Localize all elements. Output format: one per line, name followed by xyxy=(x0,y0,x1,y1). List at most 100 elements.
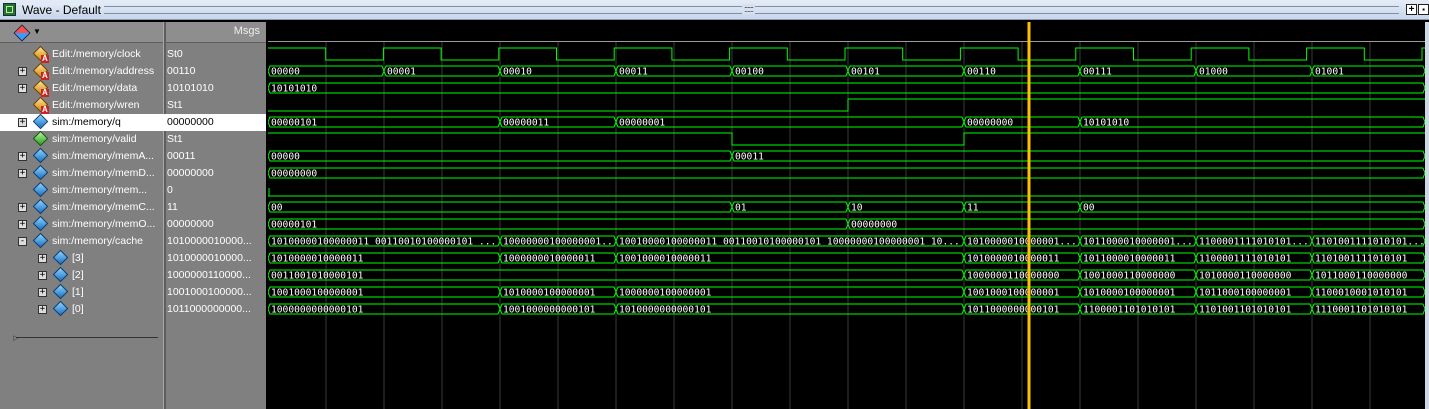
undock-button[interactable]: ▪ xyxy=(1418,4,1429,15)
cache0-value-label: 1101001101010101 xyxy=(1199,305,1292,316)
expand-icon[interactable]: + xyxy=(18,219,27,229)
signal-type-icon xyxy=(32,113,49,130)
signal-name: [3] xyxy=(72,252,84,264)
cache-value-label: 1101001111010101... xyxy=(1315,237,1425,248)
signal-row[interactable]: A Edit:/memory/clock St0 xyxy=(0,45,266,63)
address-value-label: 00001 xyxy=(387,67,416,78)
signal-name: Edit:/memory/clock xyxy=(52,48,141,60)
memD-value-label: 00000000 xyxy=(271,169,317,180)
signal-row[interactable]: + sim:/memory/memD... 00000000 xyxy=(0,164,266,182)
address-value-label: 00110 xyxy=(967,67,996,78)
memC-value-label: 10 xyxy=(851,203,863,214)
cache-value-label: 1011000010000001... xyxy=(1083,237,1193,248)
signal-value: St0 xyxy=(167,48,183,60)
signal-row[interactable]: sim:/memory/mem... 0 xyxy=(0,181,266,199)
expand-icon[interactable]: + xyxy=(38,287,47,297)
signal-row[interactable]: + A Edit:/memory/address 00110 xyxy=(0,62,266,80)
right-scroll-edge[interactable] xyxy=(1425,22,1429,409)
q-value-label: 00000101 xyxy=(271,118,317,129)
title-grip-dots: :::::: xyxy=(742,4,756,14)
waveform-canvas[interactable]: 00000 00001 00010 00011 00100 00101 00110 00111… xyxy=(268,22,1429,409)
analog-badge-icon: A xyxy=(41,54,49,63)
signal-pane-header: ▼ Msgs xyxy=(0,22,266,43)
bus-segment xyxy=(731,150,1426,162)
dropdown-arrow-icon[interactable]: ▼ xyxy=(33,27,41,36)
cache2-value-label: 1010000110000000 xyxy=(1199,271,1292,282)
signal-type-icon xyxy=(52,266,69,283)
signal-type-icon xyxy=(32,198,49,215)
column-splitter[interactable] xyxy=(163,22,166,409)
cache0-value-label: 1110001101010101 xyxy=(1315,305,1408,316)
cache1-value-label: 1010000100000001 xyxy=(1083,288,1176,299)
memC-value-label: 11 xyxy=(967,203,979,214)
signal-type-icon xyxy=(32,181,49,198)
cache1-value-label: 1000000100000001 xyxy=(619,288,712,299)
signal-type-icon xyxy=(32,147,49,164)
signal-row[interactable]: + sim:/memory/memA... 00011 xyxy=(0,147,266,165)
q-value-label: 10101010 xyxy=(1083,118,1129,129)
address-value-label: 01001 xyxy=(1315,67,1344,78)
cache3-value-label: 1101001111010101 xyxy=(1315,254,1408,265)
signal-row[interactable]: sim:/memory/valid St1 xyxy=(0,130,266,148)
cache3-value-label: 1010000010000011 xyxy=(967,254,1060,265)
waveform-pane[interactable]: 00000 00001 00010 00011 00100 00101 00110 00111… xyxy=(268,22,1429,409)
signal-row[interactable]: + sim:/memory/memC... 11 xyxy=(0,198,266,216)
signal-row[interactable]: + [3] 1010000010000... xyxy=(0,249,266,267)
expand-icon[interactable]: + xyxy=(38,270,47,280)
signal-row[interactable]: - sim:/memory/cache 1010000010000... xyxy=(0,232,266,250)
cache1-value-label: 1001000100000001 xyxy=(967,288,1060,299)
expand-icon[interactable]: + xyxy=(18,151,27,161)
cache3-value-label: 1010000010000011 xyxy=(271,254,364,265)
signal-row[interactable]: + [1] 1001000100000... xyxy=(0,283,266,301)
memC-value-label: 00 xyxy=(271,203,283,214)
signal-value: St1 xyxy=(167,133,183,145)
signal-type-icon xyxy=(32,130,49,147)
data-value-label: 10101010 xyxy=(271,84,317,95)
expand-icon[interactable]: + xyxy=(18,66,27,76)
signal-name: Edit:/memory/data xyxy=(52,82,138,94)
address-value-label: 00011 xyxy=(619,67,648,78)
signal-type-icon xyxy=(52,300,69,317)
cache0-value-label: 1000000000000101 xyxy=(271,305,364,316)
add-button[interactable]: + xyxy=(1406,4,1417,15)
collapse-icon[interactable]: - xyxy=(18,236,27,246)
expand-icon[interactable]: + xyxy=(18,202,27,212)
clock-waveform xyxy=(268,47,1425,61)
signal-row[interactable]: + A Edit:/memory/data 10101010 xyxy=(0,79,266,97)
object-type-icon[interactable] xyxy=(13,24,31,42)
signal-value: 00110 xyxy=(167,65,196,77)
signal-row[interactable]: + sim:/memory/memO... 00000000 xyxy=(0,215,266,233)
tree-end-line xyxy=(16,337,158,338)
msgs-column-header: Msgs xyxy=(233,25,260,37)
expand-icon[interactable]: + xyxy=(38,304,47,314)
cache3-value-label: 1001000010000011 xyxy=(619,254,712,265)
signal-row[interactable]: + [0] 1011000000000... xyxy=(0,300,266,318)
title-bar: Wave - Default :::::: + ▪ xyxy=(0,0,1429,20)
signal-name: [0] xyxy=(72,303,84,315)
signal-type-icon xyxy=(52,249,69,266)
tree-end-arrow-icon: ▷ xyxy=(13,335,19,342)
signal-row[interactable]: A Edit:/memory/wren St1 xyxy=(0,96,266,114)
signal-value: 0 xyxy=(167,184,173,196)
cache0-value-label: 1100001101010101 xyxy=(1083,305,1176,316)
signal-value: 1010000010000... xyxy=(167,235,252,247)
address-value-label: 00100 xyxy=(735,67,764,78)
expand-icon[interactable]: + xyxy=(18,83,27,93)
signal-name: sim:/memory/memO... xyxy=(52,218,156,230)
expand-icon[interactable]: + xyxy=(18,168,27,178)
cache-value-label: 10000000100000001... xyxy=(503,237,619,248)
signal-row[interactable]: + [2] 1000000110000... xyxy=(0,266,266,284)
cache-value-label: 10010000100000011 00110010100000101 1000… xyxy=(619,237,960,248)
wren-waveform xyxy=(268,98,1425,112)
bus-segment xyxy=(1079,116,1426,128)
signal-row[interactable]: + sim:/memory/q 00000000 xyxy=(0,113,266,131)
bus-segment xyxy=(847,218,1426,230)
signal-value: 1000000110000... xyxy=(167,269,251,281)
expand-icon[interactable]: + xyxy=(18,117,27,127)
expand-icon[interactable]: + xyxy=(38,253,47,263)
signal-name: sim:/memory/memD... xyxy=(52,167,155,179)
signal-value: 00000000 xyxy=(167,167,214,179)
signal-name: sim:/memory/mem... xyxy=(52,184,148,196)
cache2-value-label: 1001000110000000 xyxy=(1083,271,1176,282)
cache-value-label: 1010000010000001... xyxy=(967,237,1077,248)
